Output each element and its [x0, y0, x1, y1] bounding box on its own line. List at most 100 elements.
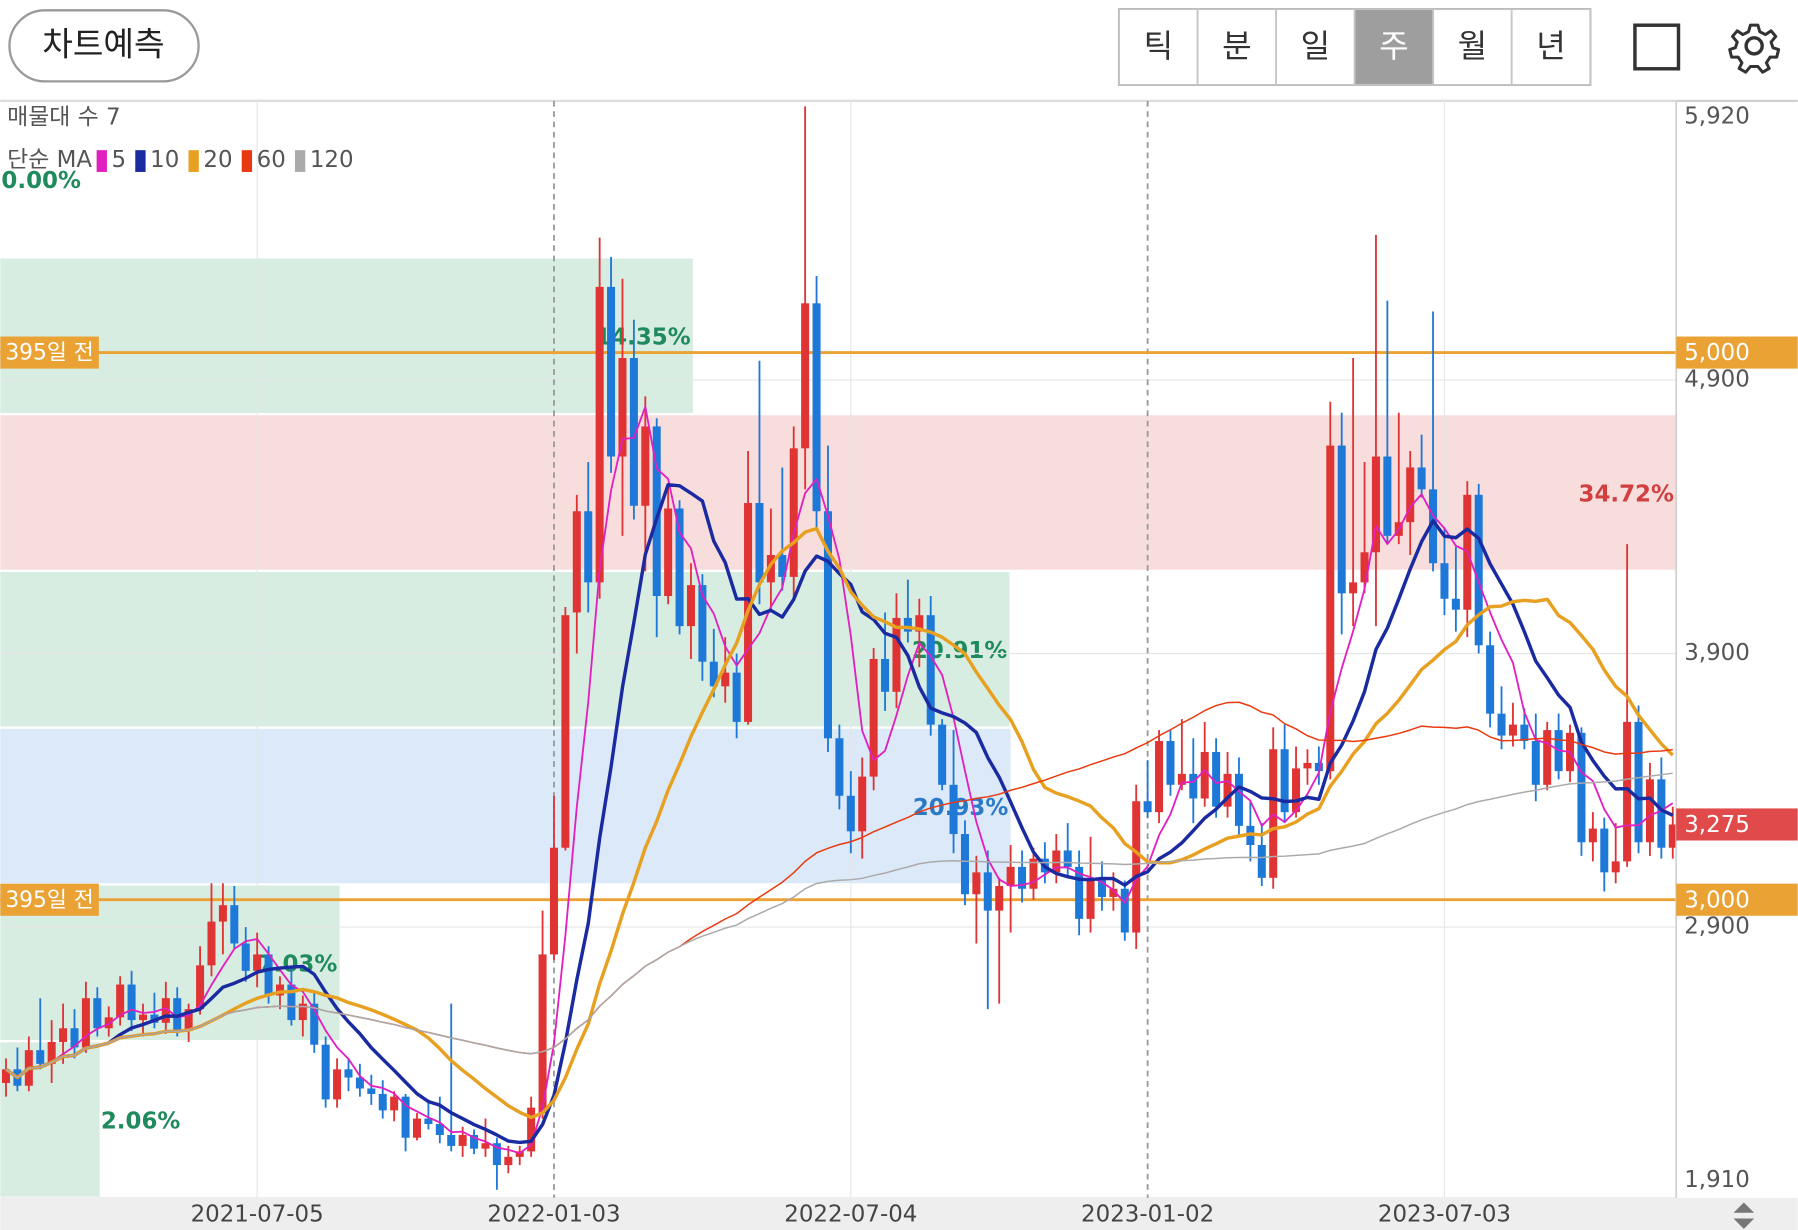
- candle-body: [755, 503, 764, 583]
- level-note: 395일 전: [5, 341, 94, 366]
- tab-label[interactable]: 월: [1458, 27, 1488, 65]
- candle-body: [1166, 741, 1175, 785]
- candle-body: [1029, 858, 1038, 889]
- candle-body: [47, 1041, 56, 1064]
- candle-body: [1383, 456, 1392, 536]
- candle-body: [549, 847, 558, 955]
- candle-body: [561, 615, 570, 848]
- candle-body: [1, 1069, 11, 1084]
- candle-body: [241, 943, 250, 971]
- ma-legend-swatch: [294, 150, 306, 172]
- candle-body: [1314, 762, 1323, 772]
- candle-body: [903, 617, 912, 632]
- tab[interactable]: [1275, 8, 1356, 86]
- x-tick-label: 2022-01-03: [487, 1202, 620, 1228]
- candle-body: [504, 1156, 513, 1166]
- candle-body: [1052, 850, 1061, 873]
- candle-body: [1086, 877, 1095, 919]
- tab[interactable]: [1432, 8, 1513, 86]
- candle-body: [881, 658, 890, 692]
- level-note-box: [0, 883, 99, 916]
- candle-body: [253, 954, 262, 971]
- candle-body: [778, 555, 787, 577]
- tab-label[interactable]: 일: [1301, 27, 1331, 65]
- zone: [0, 415, 1677, 570]
- candle-body: [355, 1077, 364, 1089]
- candle-body: [287, 984, 296, 1021]
- volume-profile-label: 매물대 수 7: [7, 105, 120, 131]
- candle-body: [412, 1118, 421, 1138]
- candle-body: [618, 358, 627, 457]
- candle-body: [972, 872, 981, 895]
- scroll-icon[interactable]: [1733, 1202, 1755, 1229]
- ma-legend-label: 10: [150, 147, 179, 173]
- candle-body: [470, 1134, 479, 1149]
- candle-body: [629, 358, 638, 506]
- candle-body: [264, 954, 273, 996]
- predict-button-label[interactable]: 차트예측: [42, 24, 164, 63]
- candle-body: [527, 1107, 536, 1152]
- candle-body: [995, 886, 1004, 911]
- y-tick-label: 1,910: [1684, 1167, 1750, 1193]
- candle-body: [1668, 824, 1677, 848]
- tab[interactable]: [1510, 8, 1592, 86]
- tab-label[interactable]: 주: [1379, 27, 1409, 65]
- candle-body: [70, 1028, 79, 1048]
- candle-body: [652, 426, 661, 597]
- candle-body: [1200, 751, 1209, 799]
- candle-body: [892, 617, 901, 692]
- candle-body: [732, 672, 741, 722]
- tab-label[interactable]: 틱: [1144, 27, 1174, 65]
- candle-body: [275, 984, 284, 996]
- candle-body: [1577, 732, 1586, 843]
- candle-body: [492, 1143, 501, 1166]
- toolbar: 차트예측 틱 분 일 주 월 년: [0, 8, 1798, 103]
- x-axis-strip: [0, 1197, 1798, 1230]
- layout-icon[interactable]: [1633, 23, 1681, 71]
- candle-body: [709, 661, 718, 687]
- last-price-box: [1676, 808, 1798, 841]
- candle-body: [1497, 713, 1506, 736]
- candle-body: [1212, 751, 1221, 807]
- tab[interactable]: [1118, 8, 1199, 86]
- gear-hub[interactable]: [1744, 36, 1764, 56]
- candle-body: [1360, 552, 1369, 583]
- candle-body: [1623, 721, 1632, 862]
- x-tick-label: 2022-07-04: [784, 1202, 917, 1228]
- ma-legend-label: 120: [310, 147, 354, 173]
- candle-body: [298, 1003, 307, 1021]
- candle-body: [675, 508, 684, 627]
- y-tick-label: 4,900: [1684, 366, 1750, 392]
- level-price-box: [1676, 336, 1798, 369]
- zone-label: 0.00%: [1, 168, 81, 194]
- candle-body: [1406, 467, 1415, 523]
- candle-body: [1588, 828, 1597, 843]
- candle-body: [595, 286, 604, 583]
- candle-body: [435, 1124, 444, 1135]
- predict-button[interactable]: [8, 9, 200, 83]
- zone: [0, 258, 693, 413]
- gear-outline[interactable]: [1728, 23, 1781, 74]
- tab[interactable]: [1196, 8, 1277, 86]
- candle-body: [1132, 801, 1141, 933]
- settings-icon[interactable]: [1728, 23, 1781, 74]
- candle-body: [1303, 762, 1312, 769]
- candle-body: [789, 448, 798, 577]
- candle-body: [59, 1028, 68, 1042]
- candle-body: [344, 1069, 353, 1078]
- zone-label: 34.72%: [1579, 481, 1674, 507]
- ma-legend-swatch: [96, 150, 107, 172]
- tab-label[interactable]: 년: [1536, 27, 1566, 65]
- zone: [0, 1042, 100, 1197]
- candle-body: [698, 585, 707, 662]
- candle-body: [1611, 861, 1620, 873]
- ma-line: [5, 482, 1674, 1145]
- candle-body: [686, 585, 695, 627]
- zone: [0, 572, 1010, 727]
- candle-body: [401, 1096, 410, 1138]
- tab-label[interactable]: 분: [1222, 27, 1252, 65]
- candle-body: [515, 1151, 524, 1157]
- x-tick-label: 2023-07-03: [1378, 1202, 1511, 1228]
